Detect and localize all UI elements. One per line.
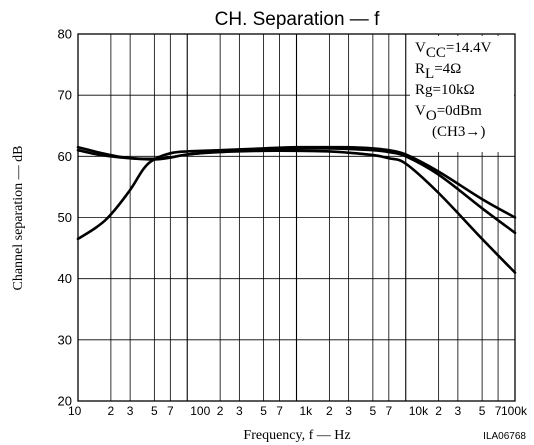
series-lines bbox=[76, 145, 517, 274]
condition-3: VO=0dBm bbox=[415, 103, 482, 124]
y-tick-label-20: 20 bbox=[58, 394, 72, 409]
x-tick-label-17: 3 bbox=[455, 404, 462, 418]
y-tick-label-80: 80 bbox=[58, 27, 72, 42]
x-tick-label-20: 100k bbox=[501, 404, 528, 418]
plot-grid bbox=[78, 34, 515, 401]
x-tick-label-0: 10 bbox=[68, 404, 82, 418]
x-tick-label-10: 1k bbox=[300, 404, 314, 418]
x-tick-label-13: 5 bbox=[370, 404, 377, 418]
x-tick-label-3: 5 bbox=[151, 404, 158, 418]
x-axis-label: Frequency, f — Hz bbox=[243, 428, 350, 443]
x-tick-label-7: 3 bbox=[236, 404, 243, 418]
y-axis-label: Channel separation — dB bbox=[11, 145, 26, 290]
condition-4: (CH3→) bbox=[432, 124, 485, 140]
y-tick-label-70: 70 bbox=[58, 88, 72, 103]
x-tick-label-9: 7 bbox=[276, 404, 283, 418]
condition-2: Rg=10kΩ bbox=[415, 82, 475, 98]
x-tick-label-5: 100 bbox=[190, 404, 210, 418]
condition-1: RL=4Ω bbox=[415, 61, 461, 82]
x-tick-label-18: 5 bbox=[479, 404, 486, 418]
chart-title: CH. Separation — f bbox=[215, 9, 380, 30]
y-tick-label-40: 40 bbox=[58, 271, 72, 286]
y-axis-tick-labels: 20 30 40 50 60 70 80 bbox=[58, 27, 72, 409]
x-tick-label-8: 5 bbox=[260, 404, 267, 418]
x-tick-label-11: 2 bbox=[326, 404, 333, 418]
x-tick-label-2: 3 bbox=[127, 404, 134, 418]
y-tick-label-50: 50 bbox=[58, 210, 72, 225]
x-axis-tick-labels: 10 2 3 5 7 100 2 3 5 7 1k 2 3 5 7 10k 2 3 5 7 100k bbox=[68, 404, 528, 418]
x-tick-label-4: 7 bbox=[167, 404, 174, 418]
condition-0: VCC=14.4V bbox=[415, 40, 492, 61]
conditions-box-bg bbox=[410, 36, 514, 152]
y-tick-label-30: 30 bbox=[58, 332, 72, 347]
y-tick-label-60: 60 bbox=[58, 149, 72, 164]
figure-code: ILA06768 bbox=[483, 431, 526, 442]
x-tick-label-19: 7 bbox=[495, 404, 502, 418]
x-tick-label-6: 2 bbox=[217, 404, 224, 418]
x-tick-label-1: 2 bbox=[108, 404, 115, 418]
x-tick-label-14: 7 bbox=[385, 404, 392, 418]
series-line-3 bbox=[76, 145, 517, 274]
x-tick-label-16: 2 bbox=[435, 404, 442, 418]
x-tick-label-12: 3 bbox=[345, 404, 352, 418]
x-tick-label-15: 10k bbox=[409, 404, 429, 418]
